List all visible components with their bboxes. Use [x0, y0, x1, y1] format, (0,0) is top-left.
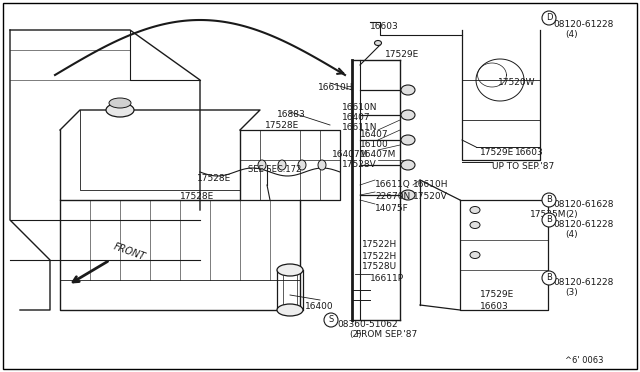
Ellipse shape: [109, 98, 131, 108]
Ellipse shape: [106, 103, 134, 117]
Text: 17520V: 17520V: [413, 192, 448, 201]
Text: UP TO SEP.'87: UP TO SEP.'87: [492, 162, 554, 171]
Text: 08120-61628: 08120-61628: [553, 200, 614, 209]
Text: 17529E: 17529E: [480, 148, 515, 157]
Ellipse shape: [401, 135, 415, 145]
Text: 16883: 16883: [277, 110, 306, 119]
Text: 17528E: 17528E: [265, 121, 300, 130]
Text: D: D: [546, 13, 552, 22]
Ellipse shape: [298, 160, 306, 170]
Text: 16611N: 16611N: [342, 123, 378, 132]
Text: 16100: 16100: [360, 140, 388, 149]
Text: 08120-61228: 08120-61228: [553, 278, 613, 287]
Text: 17535M: 17535M: [530, 210, 566, 219]
Text: (4): (4): [565, 30, 578, 39]
Text: 16407: 16407: [360, 130, 388, 139]
Text: 16407: 16407: [342, 113, 371, 122]
Text: 22670N: 22670N: [375, 192, 410, 201]
Circle shape: [542, 213, 556, 227]
Text: SEE SEC.172: SEE SEC.172: [248, 165, 301, 174]
Text: B: B: [546, 273, 552, 282]
Circle shape: [324, 313, 338, 327]
Ellipse shape: [470, 251, 480, 259]
Text: 08120-61228: 08120-61228: [553, 20, 613, 29]
Text: 17522H: 17522H: [362, 240, 397, 249]
Text: (2): (2): [565, 210, 578, 219]
Ellipse shape: [277, 304, 303, 316]
Ellipse shape: [318, 160, 326, 170]
Circle shape: [542, 11, 556, 25]
Ellipse shape: [401, 110, 415, 120]
Text: 16603: 16603: [370, 22, 399, 31]
Text: 16407M: 16407M: [332, 150, 369, 159]
Text: 16603: 16603: [515, 148, 544, 157]
Ellipse shape: [401, 85, 415, 95]
Text: 17520W: 17520W: [498, 78, 536, 87]
Text: 16603: 16603: [480, 302, 509, 311]
Circle shape: [542, 271, 556, 285]
Text: B: B: [546, 196, 552, 205]
Text: 17522H: 17522H: [362, 252, 397, 261]
Circle shape: [542, 193, 556, 207]
Text: 16610N: 16610N: [342, 103, 378, 112]
Text: 08120-61228: 08120-61228: [553, 220, 613, 229]
Text: 17528U: 17528U: [362, 262, 397, 271]
Text: FRONT: FRONT: [112, 241, 147, 262]
Text: ^6' 0063: ^6' 0063: [565, 356, 604, 365]
Text: (3): (3): [565, 288, 578, 297]
Ellipse shape: [258, 160, 266, 170]
Text: 17529E: 17529E: [480, 290, 515, 299]
Ellipse shape: [401, 190, 415, 200]
Text: 16407M: 16407M: [360, 150, 396, 159]
Text: 16611Q: 16611Q: [375, 180, 411, 189]
Text: 17528V: 17528V: [342, 160, 377, 169]
Text: 16610H: 16610H: [413, 180, 449, 189]
Text: FROM SEP.'87: FROM SEP.'87: [356, 330, 417, 339]
Text: (2): (2): [349, 330, 362, 339]
Text: 08360-51062: 08360-51062: [337, 320, 397, 329]
Text: 17528E: 17528E: [197, 174, 231, 183]
Ellipse shape: [277, 264, 303, 276]
Text: S: S: [328, 315, 333, 324]
Text: 16610H: 16610H: [318, 83, 353, 92]
Text: 16611P: 16611P: [370, 274, 404, 283]
Ellipse shape: [470, 221, 480, 228]
Text: 14075F: 14075F: [375, 204, 409, 213]
Text: 17529E: 17529E: [385, 50, 419, 59]
Ellipse shape: [401, 160, 415, 170]
Ellipse shape: [374, 41, 381, 45]
Ellipse shape: [470, 206, 480, 214]
Ellipse shape: [278, 160, 286, 170]
Text: 17528E: 17528E: [180, 192, 214, 201]
Text: 16400: 16400: [305, 302, 333, 311]
Text: (4): (4): [565, 230, 578, 239]
Text: B: B: [546, 215, 552, 224]
